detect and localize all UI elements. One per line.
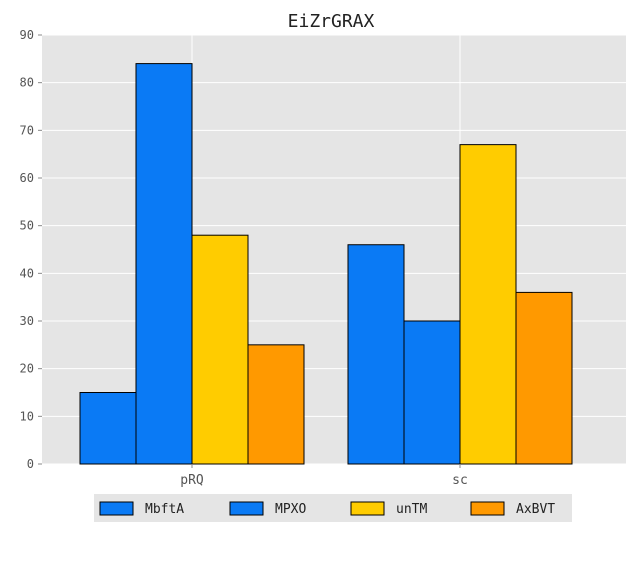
legend: MbftA MPXO unTM AxBVT (94, 494, 572, 522)
y-tick-label: 10 (20, 409, 34, 423)
y-tick-label: 90 (20, 28, 34, 42)
bar-AxBVT-pRQ (247, 344, 305, 465)
bar-MPXO-sc (403, 320, 461, 465)
chart-title: EiZrGRAX (288, 11, 375, 32)
y-tick-label: 60 (20, 171, 34, 185)
x-tick-label: pRQ (180, 473, 204, 488)
legend-swatch (99, 501, 134, 516)
bar-AxBVT-sc (515, 291, 573, 465)
y-tick-label: 20 (20, 362, 34, 376)
y-tick-label: 30 (20, 314, 34, 328)
bar-unTM-pRQ (191, 234, 249, 465)
y-tick-label: 40 (20, 266, 34, 280)
y-tick-label: 70 (20, 123, 34, 137)
y-tick-label: 50 (20, 219, 34, 233)
legend-label: MPXO (275, 502, 306, 517)
x-axis: pRQ sc (180, 464, 468, 488)
legend-swatch (470, 501, 505, 516)
legend-label: AxBVT (516, 502, 555, 517)
bars (79, 63, 573, 465)
x-tick-label: sc (452, 473, 468, 488)
legend-swatch (229, 501, 264, 516)
legend-swatch (350, 501, 385, 516)
legend-label: MbftA (145, 502, 184, 517)
y-tick-label: 80 (20, 76, 34, 90)
bar-unTM-sc (459, 144, 517, 465)
bar-MPXO-pRQ (135, 63, 193, 465)
y-axis: 0 10 20 30 40 50 60 70 80 90 (20, 28, 42, 471)
legend-label: unTM (396, 502, 427, 517)
y-tick-label: 0 (27, 457, 34, 471)
bar-MbftA-pRQ (79, 392, 137, 465)
bar-MbftA-sc (347, 244, 405, 465)
